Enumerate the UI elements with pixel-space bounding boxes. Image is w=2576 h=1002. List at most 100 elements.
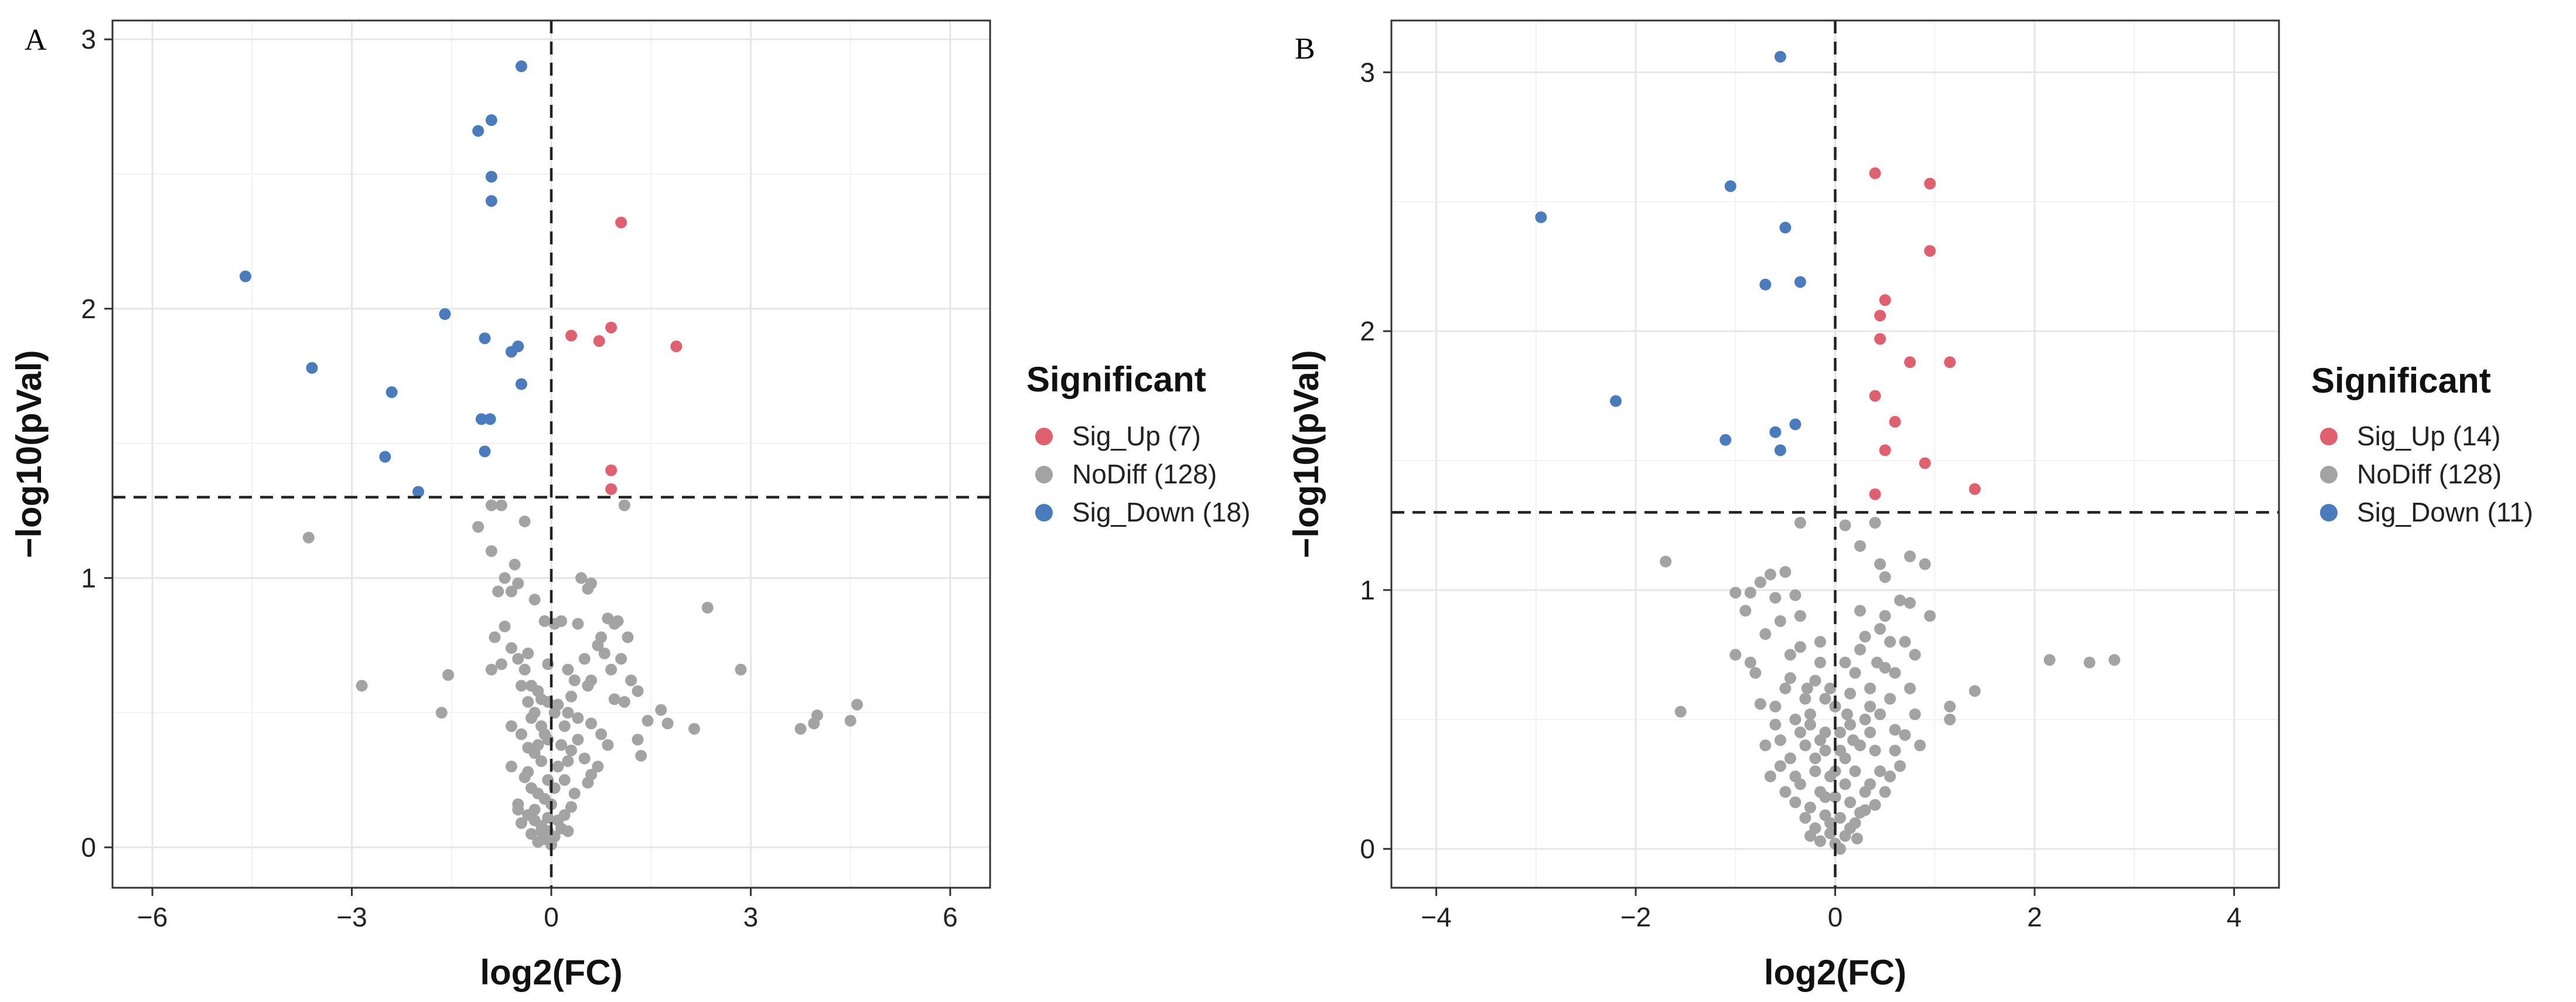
point-nodiff	[1859, 786, 1871, 798]
point-nodiff	[528, 594, 541, 606]
point-nodiff	[1839, 656, 1851, 669]
point-nodiff	[518, 663, 531, 676]
point-down	[515, 378, 527, 390]
point-nodiff	[1834, 744, 1847, 756]
x-tick-label: −6	[137, 902, 168, 932]
point-nodiff	[562, 755, 574, 767]
point-up	[605, 321, 617, 333]
point-nodiff	[1844, 718, 1857, 731]
point-nodiff	[515, 728, 527, 741]
point-nodiff	[1854, 806, 1867, 819]
point-nodiff	[1904, 550, 1916, 563]
legend-swatch-nodiff	[2320, 466, 2338, 483]
point-nodiff	[1774, 734, 1786, 747]
point-nodiff	[489, 631, 501, 643]
legend-swatch-down	[1035, 504, 1053, 522]
point-nodiff	[661, 717, 674, 730]
point-nodiff	[1854, 605, 1867, 617]
point-nodiff	[578, 752, 591, 765]
point-nodiff	[1794, 610, 1806, 622]
point-down	[1779, 221, 1792, 234]
point-nodiff	[1769, 718, 1782, 731]
point-nodiff	[1804, 718, 1816, 731]
point-nodiff	[1779, 682, 1792, 694]
point-up	[670, 340, 683, 353]
point-nodiff	[1834, 726, 1847, 738]
legend-title: Significant	[2311, 361, 2491, 400]
point-down	[1535, 211, 1547, 223]
legend-swatch-up	[2320, 428, 2338, 445]
point-nodiff	[1799, 812, 1811, 824]
point-nodiff	[1839, 778, 1851, 790]
point-nodiff	[1864, 726, 1876, 738]
point-nodiff	[505, 761, 517, 773]
point-nodiff	[1819, 791, 1831, 803]
point-nodiff	[565, 801, 578, 813]
point-nodiff	[548, 707, 561, 719]
y-tick-label: 3	[81, 24, 96, 54]
point-nodiff	[1919, 558, 1931, 570]
point-nodiff	[635, 749, 647, 762]
point-nodiff	[1729, 587, 1742, 599]
point-nodiff	[642, 715, 654, 727]
point-nodiff	[1884, 693, 1896, 705]
point-nodiff	[356, 680, 368, 692]
point-nodiff	[518, 515, 531, 527]
point-nodiff	[1784, 752, 1796, 765]
legend-label-down: Sig_Down (11)	[2357, 497, 2533, 527]
point-nodiff	[625, 674, 637, 687]
point-nodiff	[1944, 713, 1956, 725]
panel-label: A	[25, 23, 47, 57]
legend-swatch-down	[2320, 504, 2338, 522]
point-nodiff	[522, 696, 534, 708]
point-nodiff	[562, 707, 574, 719]
point-up	[1869, 167, 1881, 179]
point-nodiff	[572, 712, 584, 724]
point-up	[1879, 444, 1891, 456]
legend-label-up: Sig_Up (7)	[1072, 421, 1201, 451]
point-nodiff	[632, 734, 644, 746]
point-nodiff	[582, 582, 594, 595]
point-nodiff	[1869, 799, 1881, 811]
point-nodiff	[1779, 786, 1792, 798]
point-nodiff	[1804, 708, 1816, 720]
point-nodiff	[1814, 734, 1826, 747]
point-nodiff	[1824, 682, 1836, 694]
point-down	[485, 195, 497, 207]
point-nodiff	[615, 653, 627, 665]
point-nodiff	[1834, 843, 1847, 855]
point-nodiff	[1789, 589, 1802, 601]
point-nodiff	[1769, 700, 1782, 713]
point-nodiff	[562, 825, 574, 837]
legend-label-down: Sig_Down (18)	[1072, 497, 1250, 527]
point-nodiff	[1749, 667, 1762, 679]
y-tick-label: 3	[1360, 57, 1375, 87]
x-tick-label: −3	[336, 902, 367, 932]
point-nodiff	[1844, 687, 1857, 700]
point-nodiff	[535, 755, 547, 767]
point-nodiff	[1874, 623, 1886, 635]
point-nodiff	[568, 674, 581, 687]
point-nodiff	[688, 722, 700, 735]
point-nodiff	[1824, 817, 1836, 829]
point-nodiff	[565, 744, 578, 756]
point-nodiff	[1904, 682, 1916, 694]
point-nodiff	[618, 499, 630, 512]
x-tick-label: −2	[1620, 902, 1651, 932]
x-tick-label: 4	[2227, 902, 2242, 932]
point-nodiff	[1864, 700, 1876, 713]
x-tick-label: 0	[544, 902, 559, 932]
point-nodiff	[1754, 698, 1766, 710]
point-nodiff	[302, 531, 315, 544]
point-nodiff	[595, 631, 608, 643]
point-up	[615, 216, 627, 229]
point-nodiff	[1874, 765, 1886, 778]
point-up	[1874, 333, 1886, 345]
point-nodiff	[1744, 587, 1756, 599]
point-nodiff	[505, 720, 517, 732]
point-nodiff	[535, 825, 547, 837]
point-nodiff	[851, 698, 864, 711]
point-nodiff	[528, 803, 541, 816]
point-nodiff	[558, 720, 571, 732]
point-nodiff	[1739, 605, 1752, 617]
